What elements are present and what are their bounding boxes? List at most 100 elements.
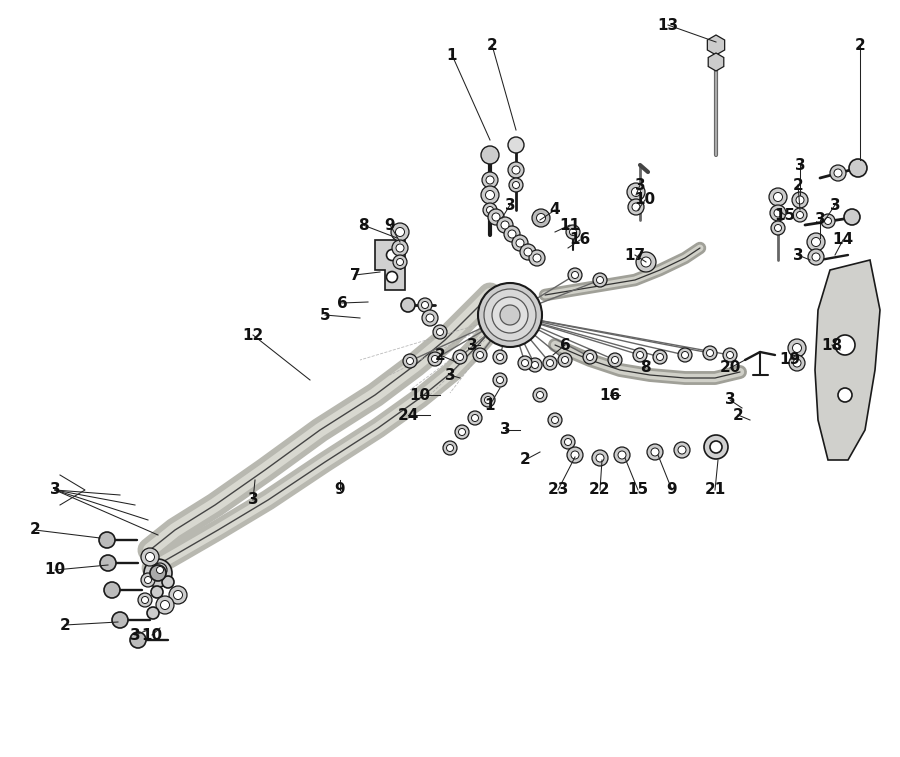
Circle shape (536, 391, 544, 398)
Circle shape (633, 348, 647, 362)
Circle shape (774, 209, 782, 217)
Circle shape (391, 223, 409, 241)
Circle shape (681, 351, 688, 359)
Circle shape (812, 238, 821, 247)
Circle shape (608, 353, 622, 367)
Circle shape (796, 211, 804, 219)
Circle shape (844, 209, 860, 225)
Circle shape (566, 225, 580, 239)
Text: 6: 6 (560, 338, 571, 353)
Circle shape (532, 362, 538, 369)
Circle shape (769, 188, 787, 206)
Circle shape (458, 428, 465, 435)
Circle shape (508, 137, 524, 153)
Circle shape (710, 441, 722, 453)
Circle shape (653, 350, 667, 364)
Circle shape (478, 283, 542, 347)
Circle shape (789, 355, 805, 371)
Text: 12: 12 (242, 328, 264, 342)
Text: 2: 2 (30, 522, 40, 537)
Circle shape (141, 573, 155, 587)
Text: 4: 4 (550, 203, 561, 217)
Text: 3: 3 (795, 157, 806, 173)
Circle shape (504, 226, 520, 242)
Circle shape (678, 348, 692, 362)
Circle shape (456, 354, 464, 360)
Circle shape (483, 203, 497, 217)
Circle shape (428, 352, 442, 366)
Circle shape (561, 435, 575, 449)
Circle shape (656, 354, 663, 360)
Circle shape (516, 239, 524, 247)
Polygon shape (375, 240, 405, 290)
Circle shape (706, 350, 714, 357)
Circle shape (627, 183, 645, 201)
Text: 20: 20 (719, 360, 741, 375)
Circle shape (587, 354, 593, 360)
Text: 2: 2 (487, 38, 498, 52)
Circle shape (632, 188, 641, 197)
Circle shape (482, 172, 498, 188)
Circle shape (501, 221, 509, 229)
Circle shape (770, 205, 786, 221)
Circle shape (568, 268, 582, 282)
Circle shape (476, 351, 483, 359)
Circle shape (431, 356, 438, 363)
Circle shape (628, 199, 644, 215)
Text: 2: 2 (733, 407, 743, 422)
Text: 17: 17 (625, 248, 645, 263)
Circle shape (446, 444, 454, 451)
Text: 3: 3 (505, 198, 516, 213)
Circle shape (572, 272, 579, 279)
Circle shape (593, 273, 607, 287)
Circle shape (395, 228, 404, 236)
Circle shape (481, 186, 499, 204)
Circle shape (497, 376, 503, 384)
Text: 10: 10 (141, 628, 163, 643)
Circle shape (162, 576, 174, 588)
Circle shape (632, 203, 640, 211)
Circle shape (543, 356, 557, 370)
Circle shape (678, 446, 686, 454)
Circle shape (674, 442, 690, 458)
Text: 21: 21 (705, 482, 725, 497)
Text: 13: 13 (657, 17, 679, 33)
Circle shape (169, 586, 187, 604)
Circle shape (481, 146, 499, 164)
Circle shape (532, 209, 550, 227)
Circle shape (567, 447, 583, 463)
Text: 2: 2 (59, 618, 70, 633)
Circle shape (153, 563, 167, 577)
Circle shape (835, 335, 855, 355)
Circle shape (611, 357, 618, 363)
Text: 10: 10 (634, 192, 655, 207)
Text: 16: 16 (570, 232, 590, 248)
Circle shape (486, 176, 494, 184)
Circle shape (512, 166, 520, 174)
Circle shape (618, 451, 626, 459)
Circle shape (426, 314, 434, 322)
Circle shape (130, 632, 146, 648)
Circle shape (150, 565, 166, 581)
Text: 8: 8 (357, 217, 368, 232)
Text: 3: 3 (830, 198, 841, 213)
Circle shape (592, 450, 608, 466)
Text: 10: 10 (410, 388, 430, 403)
Circle shape (834, 169, 842, 177)
Text: 22: 22 (590, 482, 611, 497)
Circle shape (144, 559, 172, 587)
Circle shape (487, 207, 493, 213)
Circle shape (112, 612, 128, 628)
Text: 7: 7 (350, 267, 360, 282)
Text: 9: 9 (384, 217, 395, 232)
Circle shape (151, 586, 163, 598)
Text: 18: 18 (822, 338, 842, 353)
Circle shape (392, 240, 408, 256)
Circle shape (521, 360, 528, 366)
Text: 15: 15 (774, 207, 796, 223)
Text: 24: 24 (397, 407, 418, 422)
Circle shape (396, 244, 404, 252)
Text: 1: 1 (446, 48, 457, 63)
Circle shape (401, 298, 415, 312)
Circle shape (775, 225, 781, 232)
